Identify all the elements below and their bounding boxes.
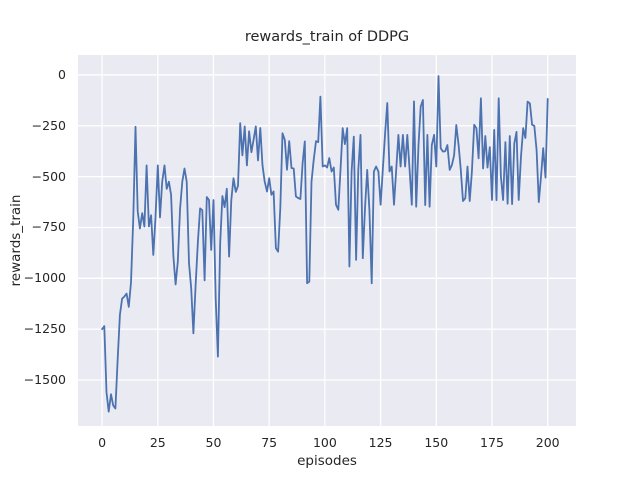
x-tick-label: 25 — [149, 435, 166, 450]
x-tick-label: 75 — [261, 435, 278, 450]
y-tick-label: −1500 — [23, 372, 66, 388]
y-tick-label: −1000 — [23, 270, 66, 286]
chart-canvas — [78, 55, 576, 426]
x-tick-label: 150 — [424, 435, 449, 450]
y-tick-label: 0 — [58, 66, 66, 82]
y-tick-label: −250 — [31, 117, 66, 133]
grid-lines — [78, 55, 576, 426]
reward-line-series — [101, 75, 549, 413]
y-tick-label: −1250 — [23, 321, 66, 337]
chart-title: rewards_train of DDPG — [244, 29, 410, 45]
x-tick-label: 100 — [312, 435, 337, 450]
y-tick-label: −500 — [31, 168, 66, 184]
x-tick-label: 200 — [535, 435, 560, 450]
x-tick-label: 125 — [368, 435, 393, 450]
x-axis-label: episodes — [297, 453, 357, 469]
y-tick-label: −750 — [31, 219, 66, 235]
x-tick-label: 50 — [205, 435, 222, 450]
plot-area — [78, 55, 576, 426]
x-tick-label: 175 — [480, 435, 504, 450]
x-tick-label: 0 — [98, 435, 107, 450]
